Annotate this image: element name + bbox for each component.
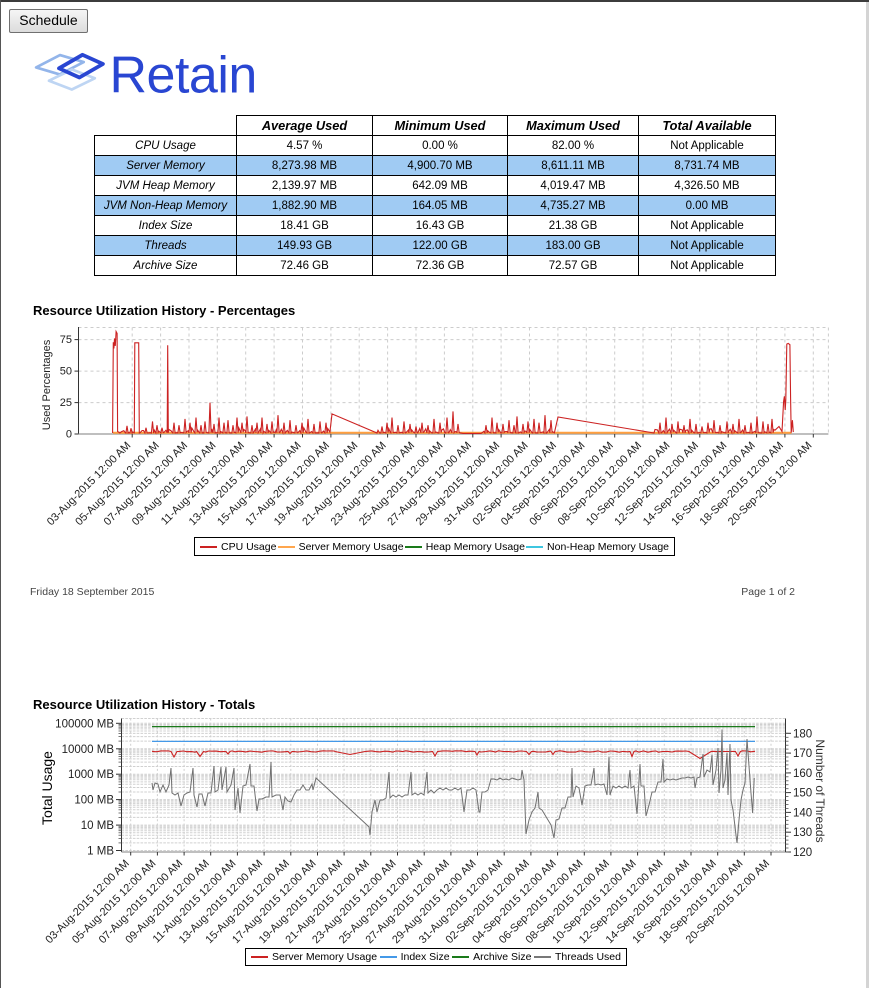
svg-text:120: 120 bbox=[793, 847, 812, 859]
svg-text:Total Usage: Total Usage bbox=[39, 751, 55, 825]
svg-text:180: 180 bbox=[793, 728, 812, 740]
svg-text:100000 MB: 100000 MB bbox=[55, 718, 114, 730]
svg-text:1000 MB: 1000 MB bbox=[68, 769, 114, 781]
svg-text:170: 170 bbox=[793, 748, 812, 760]
svg-text:150: 150 bbox=[793, 788, 812, 800]
svg-text:0: 0 bbox=[66, 429, 72, 441]
svg-text:75: 75 bbox=[60, 334, 72, 346]
svg-text:Number of Threads: Number of Threads bbox=[813, 739, 827, 842]
svg-text:50: 50 bbox=[60, 366, 72, 378]
svg-text:1 MB: 1 MB bbox=[87, 846, 114, 858]
svg-text:25: 25 bbox=[60, 397, 72, 409]
svg-text:130: 130 bbox=[793, 827, 812, 839]
svg-text:10 MB: 10 MB bbox=[81, 820, 115, 832]
svg-text:140: 140 bbox=[793, 807, 812, 819]
svg-text:100 MB: 100 MB bbox=[74, 795, 114, 807]
svg-text:Retain: Retain bbox=[110, 47, 257, 103]
svg-text:160: 160 bbox=[793, 768, 812, 780]
svg-text:10000 MB: 10000 MB bbox=[62, 744, 115, 756]
svg-text:Used Percentages: Used Percentages bbox=[41, 339, 53, 430]
